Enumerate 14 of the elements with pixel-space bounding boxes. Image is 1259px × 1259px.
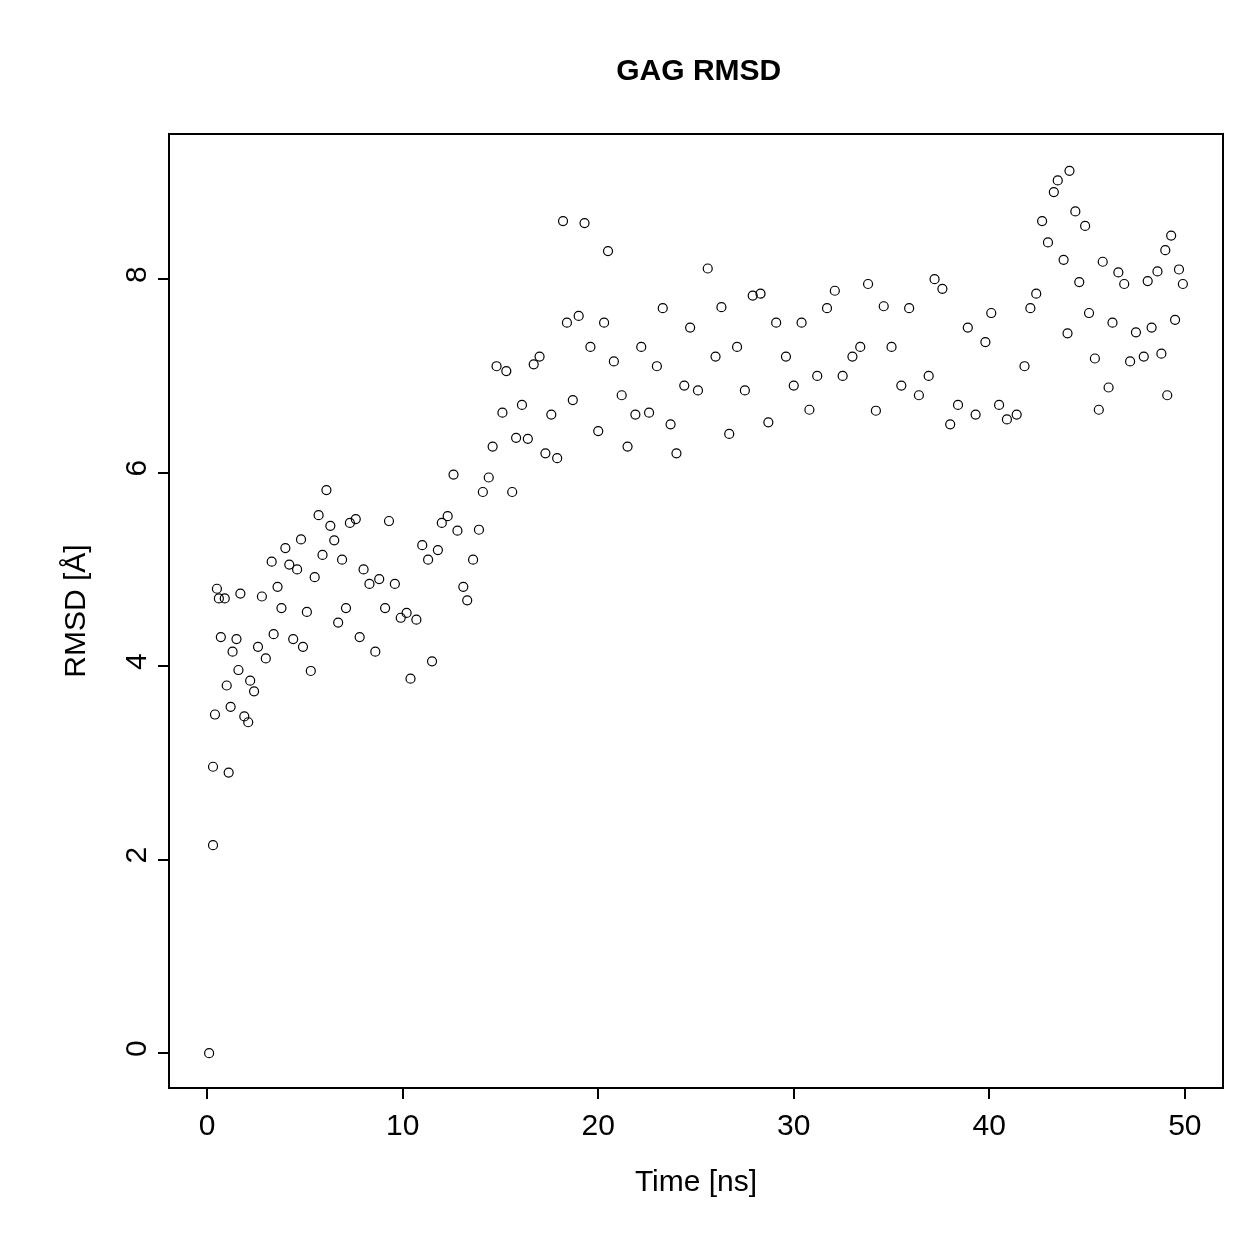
x-tick-label: 10: [386, 1108, 420, 1141]
y-axis-title: RMSD [Å]: [57, 544, 91, 678]
x-tick-label: 0: [198, 1108, 216, 1141]
x-tick-label: 40: [972, 1108, 1006, 1141]
chart-title: GAG RMSD: [616, 52, 782, 86]
y-tick-label: 2: [119, 846, 152, 864]
x-tick-label: 50: [1168, 1108, 1202, 1141]
x-tick-label: 20: [581, 1108, 615, 1141]
x-axis-title: Time [ns]: [634, 1164, 758, 1197]
x-tick-label: 30: [777, 1108, 811, 1141]
y-tick-label: 8: [119, 266, 152, 283]
y-tick-label: 4: [119, 653, 152, 670]
y-tick-label: 0: [119, 1040, 152, 1057]
y-tick-label: 6: [119, 459, 152, 477]
